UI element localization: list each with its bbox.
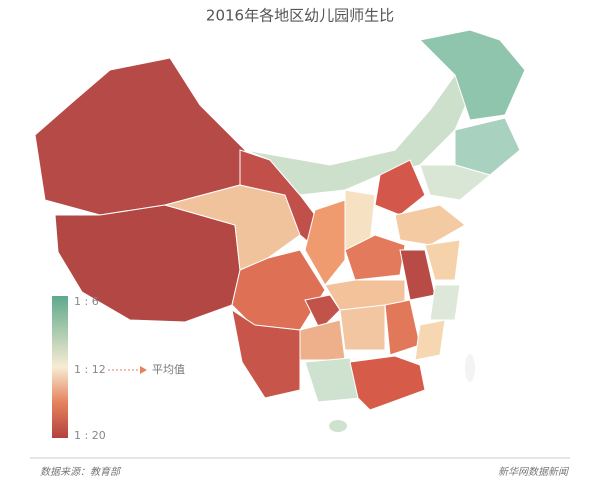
hebei	[374, 159, 426, 216]
source: 数据来源：教育部	[40, 466, 122, 478]
credit: 新华网数据新闻	[498, 466, 570, 478]
jiangsu	[424, 239, 461, 281]
hainan	[329, 420, 347, 432]
average-arrow	[140, 366, 147, 374]
xinjiang	[34, 57, 246, 216]
liaoning	[419, 164, 492, 201]
shandong	[394, 204, 466, 246]
china-map	[34, 29, 526, 432]
taiwan	[465, 354, 475, 382]
fujian	[414, 319, 446, 361]
shaanxi	[304, 199, 346, 286]
yunnan	[231, 308, 301, 399]
jiangxi	[384, 299, 421, 356]
guizhou	[299, 319, 346, 361]
legend-label: 1 : 6	[74, 295, 99, 308]
jilin	[454, 117, 521, 176]
legend-gradient	[52, 296, 68, 438]
hunan	[339, 304, 386, 351]
zhejiang	[429, 284, 461, 321]
legend-label: 1 : 20	[74, 429, 106, 442]
guangdong	[349, 355, 426, 411]
average-label: 平均值	[152, 363, 185, 376]
title: 2016年各地区幼儿园师生比	[206, 7, 394, 25]
legend-label: 1 : 12	[74, 363, 106, 376]
heilongjiang	[418, 29, 526, 121]
